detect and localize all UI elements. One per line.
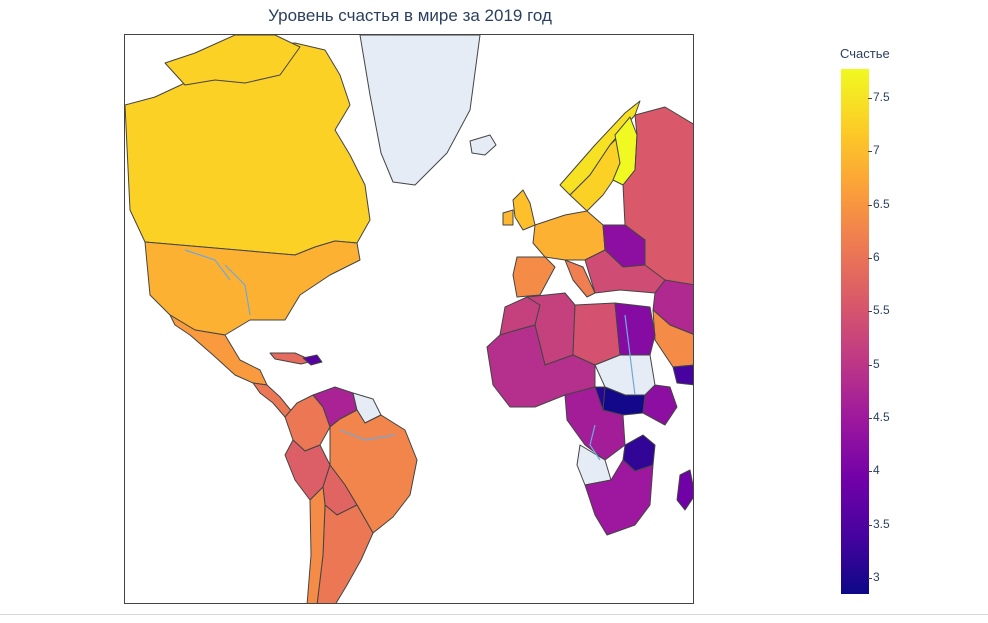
colorbar-tick-label: 7.5	[868, 89, 890, 104]
colorbar-tick-label: 6.5	[868, 196, 890, 211]
region-egypt[interactable]	[614, 302, 656, 356]
region-haiti[interactable]	[302, 354, 323, 366]
region-chile[interactable]	[306, 486, 326, 604]
region-spain[interactable]	[512, 256, 556, 298]
colorbar-tick-label: 6	[868, 249, 880, 264]
region-saudi-arabia[interactable]	[652, 309, 694, 368]
region-greenland[interactable]	[359, 35, 481, 186]
region-cuba[interactable]	[269, 352, 314, 365]
colorbar-tick-label: 3	[868, 569, 880, 584]
colorbar-tick-label: 7	[868, 143, 880, 158]
colorbar	[841, 69, 869, 594]
region-libya[interactable]	[572, 302, 621, 366]
colorbar-tick-label: 4.5	[868, 409, 890, 424]
world-map[interactable]	[125, 35, 694, 604]
map-title: Уровень счастья в мире за 2019 год	[268, 6, 552, 25]
region-ethiopia[interactable]	[642, 384, 678, 426]
region-europe-west[interactable]	[532, 210, 606, 261]
colorbar-tick-label: 5	[868, 356, 880, 371]
region-iceland[interactable]	[469, 134, 497, 156]
map-plot-area[interactable]	[124, 34, 694, 604]
colorbar-title: Счастье	[840, 46, 890, 61]
rivers	[184, 249, 636, 461]
region-argentina[interactable]	[316, 504, 374, 604]
region-uk[interactable]	[512, 189, 536, 231]
region-yemen[interactable]	[672, 364, 694, 386]
region-canada-islands[interactable]	[164, 35, 301, 86]
region-madagascar[interactable]	[676, 469, 694, 511]
divider	[0, 614, 988, 615]
region-southern-africa[interactable]	[584, 459, 654, 536]
colorbar-tick-label: 3.5	[868, 516, 890, 531]
colorbar-tick-label: 4	[868, 463, 880, 478]
region-ireland[interactable]	[502, 209, 514, 226]
region-central-america[interactable]	[252, 382, 294, 418]
colorbar-tick-label: 5.5	[868, 303, 890, 318]
region-italy[interactable]	[564, 259, 596, 298]
